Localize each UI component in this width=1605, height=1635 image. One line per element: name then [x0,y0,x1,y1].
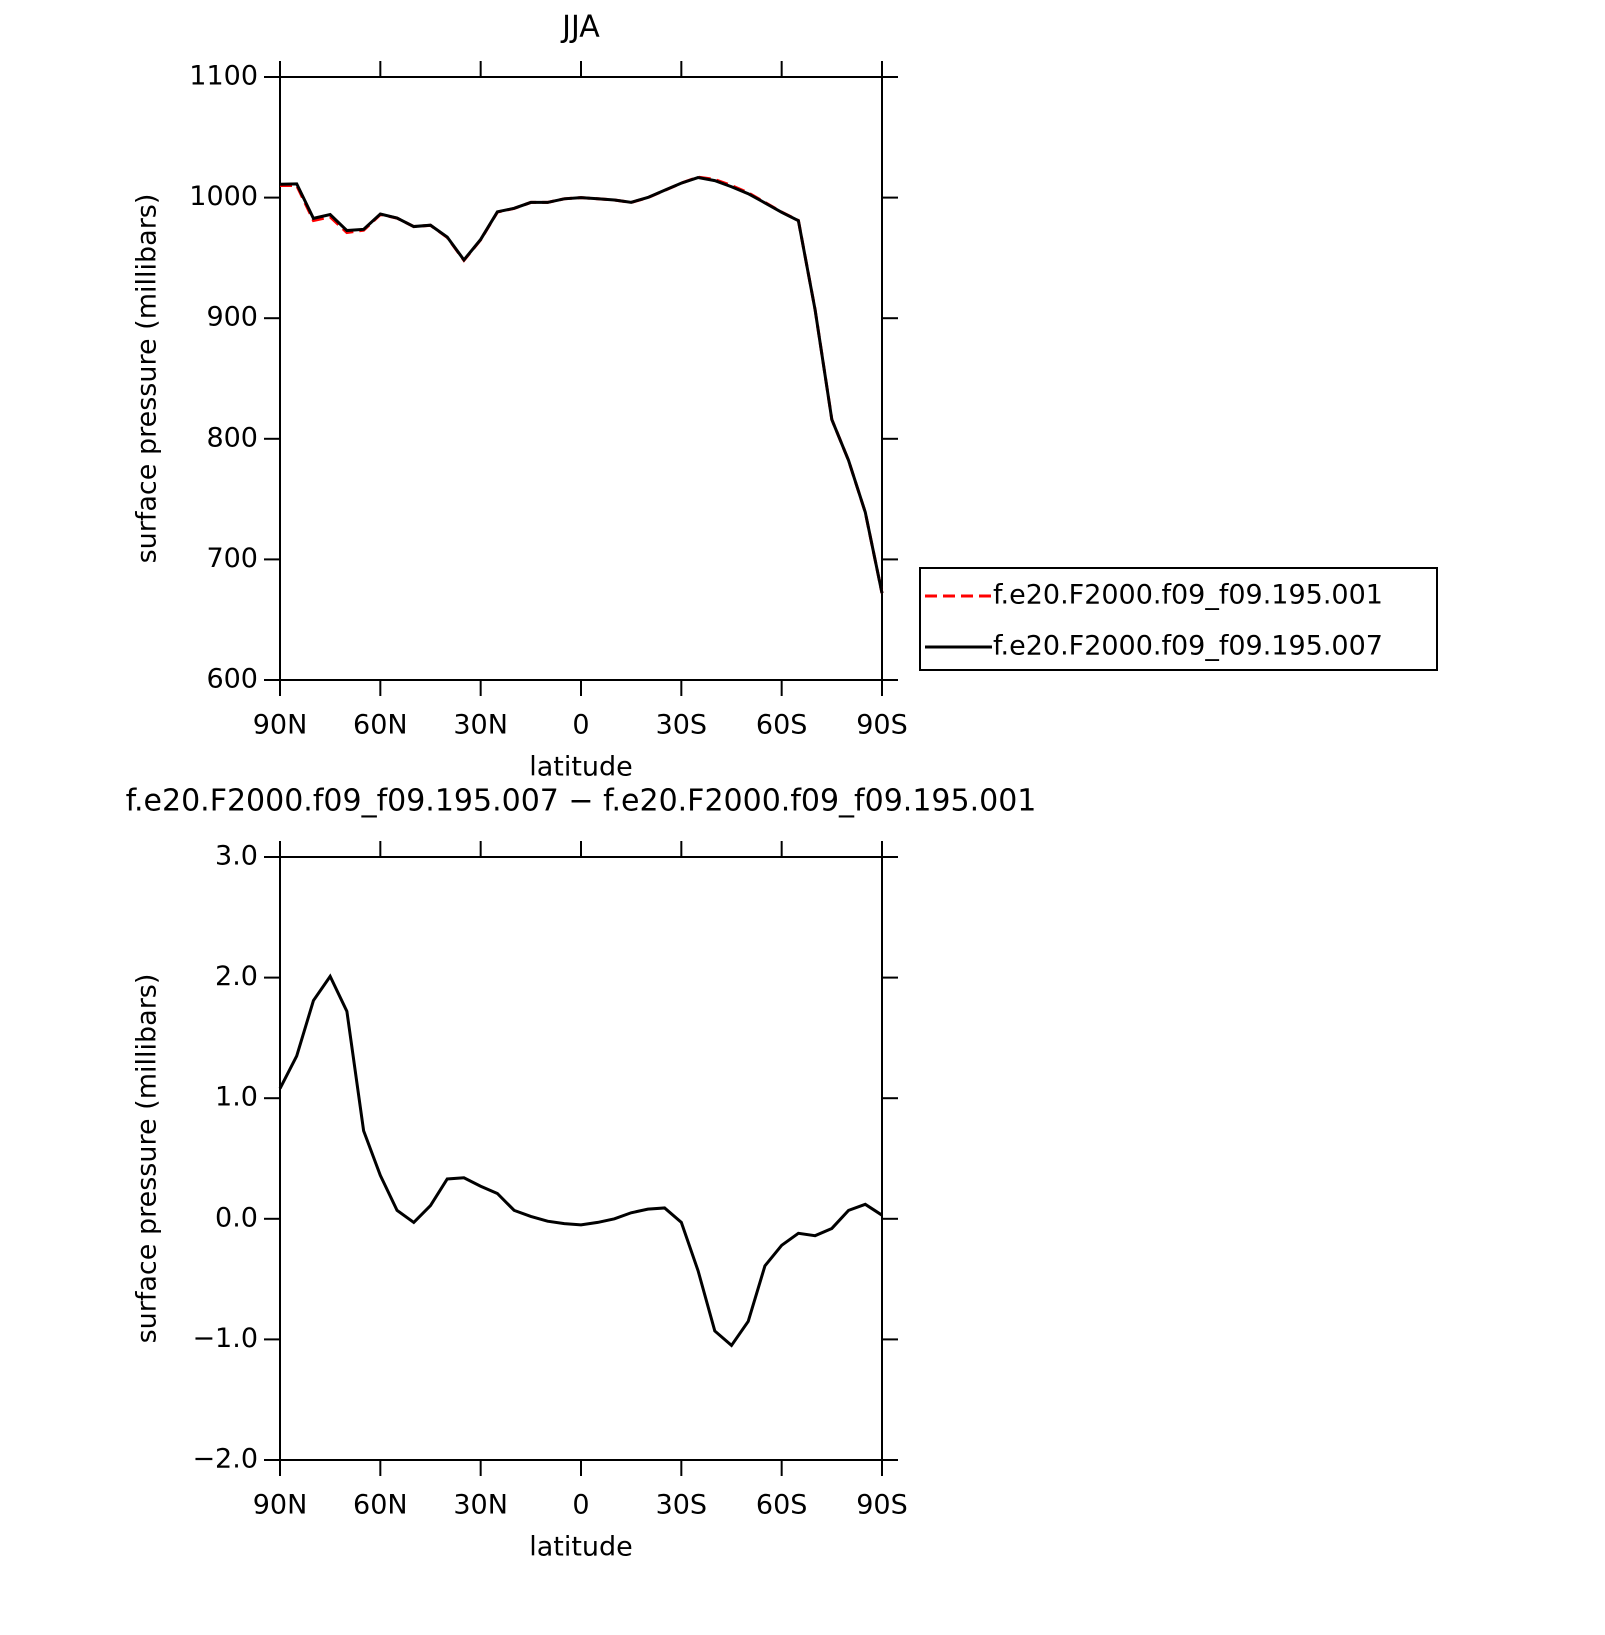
y-tick-label: 1000 [189,181,258,212]
x-tick-label: 30S [656,1490,708,1521]
y-tick-label: 1.0 [215,1082,258,1113]
y-tick-label: 700 [206,543,258,574]
y-tick-label: 1100 [189,61,258,92]
y-axis-label: surface pressure (millibars) [132,194,163,564]
x-tick-label: 0 [572,710,589,741]
y-tick-label: 2.0 [215,961,258,992]
x-tick-label: 60S [756,710,808,741]
legend-box [919,567,1438,671]
chart-title: JJA [560,10,600,45]
x-tick-label: 90S [856,710,908,741]
x-tick-label: 90S [856,1490,908,1521]
y-tick-label: 800 [206,422,258,453]
x-tick-label: 30S [656,710,708,741]
x-tick-label: 60N [353,710,408,741]
y-tick-label: −1.0 [192,1323,258,1354]
data-line [279,176,884,594]
legend-label: f.e20.F2000.f09_f09.195.007 [993,631,1383,662]
y-tick-label: −2.0 [192,1444,258,1475]
x-tick-label: 0 [572,1490,589,1521]
x-tick-label: 60N [353,1490,408,1521]
plot-frame [279,76,883,681]
x-axis-label: latitude [529,1532,633,1563]
x-tick-label: 60S [756,1490,808,1521]
y-tick-label: 600 [206,664,258,695]
data-line [278,973,883,1348]
y-axis-label: surface pressure (millibars) [132,974,163,1344]
x-tick-label: 30N [453,710,508,741]
y-tick-label: 3.0 [215,841,258,872]
plot-frame [279,856,883,1461]
legend-label: f.e20.F2000.f09_f09.195.001 [993,580,1383,611]
y-tick-label: 0.0 [215,1202,258,1233]
chart-title: f.e20.F2000.f09_f09.195.007 − f.e20.F200… [126,784,1037,819]
x-tick-label: 90N [253,1490,308,1521]
x-tick-label: 30N [453,1490,508,1521]
y-tick-label: 900 [206,302,258,333]
x-tick-label: 90N [253,710,308,741]
x-axis-label: latitude [529,752,633,783]
data-line [280,175,884,594]
